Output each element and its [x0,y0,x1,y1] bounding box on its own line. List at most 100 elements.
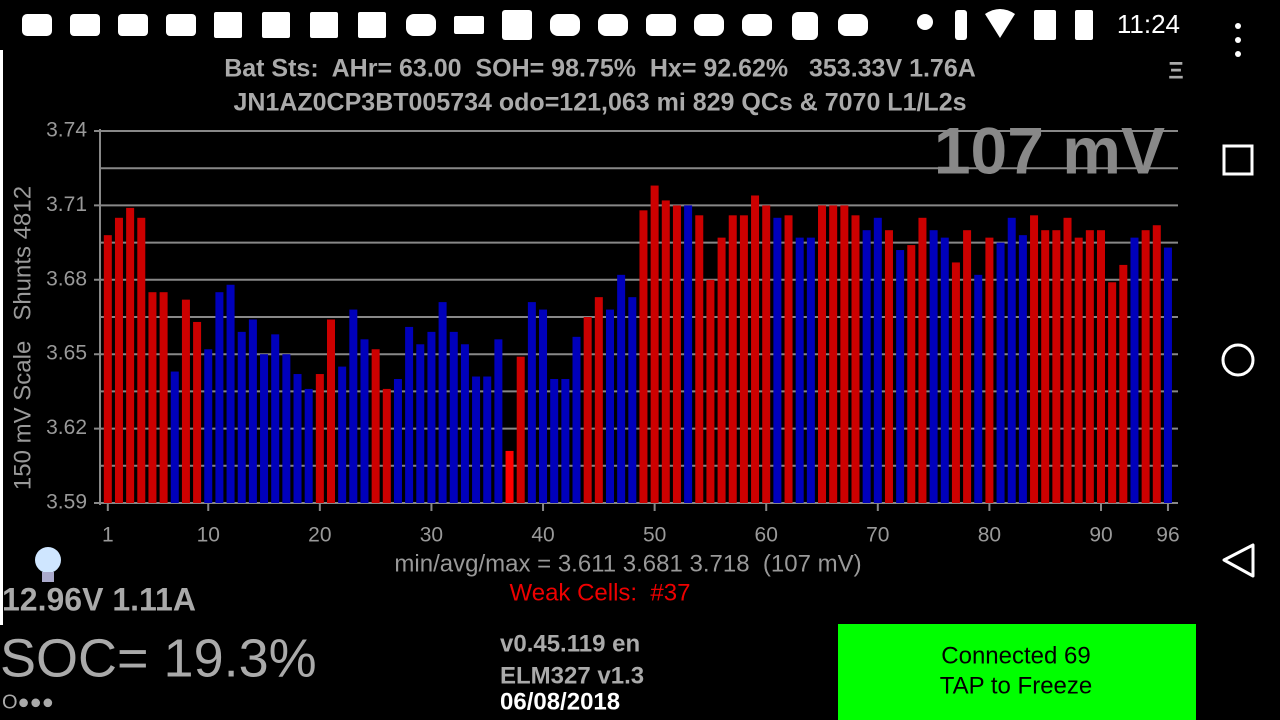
bulb-icon [35,547,61,582]
bar [282,354,291,503]
bar [114,217,123,504]
button-text[interactable]: Connected 69 [941,642,1090,669]
bar [762,205,771,503]
x-tick-label: 90 [1089,524,1112,547]
bar [1119,264,1128,503]
bar [561,379,570,503]
bar [516,356,525,503]
bar [1052,230,1061,503]
bar [717,237,726,503]
bar [672,205,681,503]
bar [650,185,659,503]
x-tick-label: 96 [1156,524,1179,547]
date: 06/08/2018 [500,688,620,715]
bar [193,321,202,503]
y-tick-label: 3.71 [46,193,87,216]
bar [204,349,213,503]
x-tick-label: 20 [308,524,331,547]
weak-cells: Weak Cells: #37 [510,579,691,606]
button-bg[interactable] [838,624,1196,720]
bar [818,205,827,503]
bar [539,309,548,503]
bar [684,205,693,503]
bar [304,388,313,503]
plot: 3.59 3.62 3.65 3.68 3.71 3.74 1 10 20 30 40 50 60 70 8… [46,119,1180,547]
bar [1063,217,1072,504]
bar [237,331,246,503]
bar [360,339,369,503]
bar [449,331,458,503]
bar [1030,215,1039,503]
bar [884,230,893,503]
bar [126,207,135,503]
edge [0,50,3,625]
bar [996,242,1005,503]
bar [617,274,626,503]
bar [896,250,905,503]
y-tick-label: 3.59 [46,491,87,514]
bar [1152,225,1161,504]
bar [103,235,112,503]
x-tick-label: 80 [978,524,1001,547]
bar [472,376,481,503]
x-tick-label: 30 [420,524,443,547]
bar [605,309,614,503]
x-tick-label: 10 [197,524,220,547]
button-text[interactable]: TAP to Freeze [940,672,1093,699]
freeze-button[interactable]: Connected 69 TAP to Freeze [838,624,1196,720]
y-tick-label: 3.68 [46,267,87,290]
bar [695,215,704,503]
status-icons [22,9,1093,40]
bar [170,371,179,503]
bar [505,450,514,503]
bar [728,215,737,503]
bar [148,292,157,503]
bar [416,344,425,503]
x-tick-label: 40 [531,524,554,547]
bar [1007,217,1016,504]
y-tick-label: 3.62 [46,416,87,439]
bar [382,388,391,503]
bar [751,195,760,504]
bar [438,302,447,503]
home-button[interactable] [1221,343,1255,377]
bar [483,376,492,503]
bar [851,215,860,503]
bar [628,297,637,503]
y-tick-label: 3.74 [46,119,87,142]
menu-button[interactable]: Ξ [1168,57,1183,84]
bar [315,374,324,503]
version: v0.45.119 en [500,630,640,657]
overview-button[interactable] [1222,144,1254,176]
bar [918,217,927,504]
bar [527,302,536,503]
bar [773,217,782,504]
adapter: ELM327 v1.3 [500,662,644,689]
bar [572,336,581,503]
x-tick-label: 70 [866,524,889,547]
y-axis-label: 150 mV Scale Shunts 4812 [9,186,36,490]
bar [795,237,804,503]
bar [974,274,983,503]
soc: SOC= 19.3% [0,628,317,688]
bar [1041,230,1050,503]
bar [829,205,838,503]
back-button[interactable] [1222,543,1255,578]
bar [181,299,190,503]
x-tick-label: 60 [755,524,778,547]
bar [1018,235,1027,503]
x-tick-label: 50 [643,524,666,547]
bar [840,205,849,503]
bar [1130,237,1139,503]
bar [639,210,648,504]
bar [293,374,302,503]
bar [327,319,335,503]
bar [963,230,972,503]
spread-annotation: 107 mV [934,113,1165,187]
bar [806,237,815,503]
bar [985,237,994,503]
bar [427,331,436,503]
bar [260,354,269,503]
clock: 11:24 [1117,9,1180,39]
